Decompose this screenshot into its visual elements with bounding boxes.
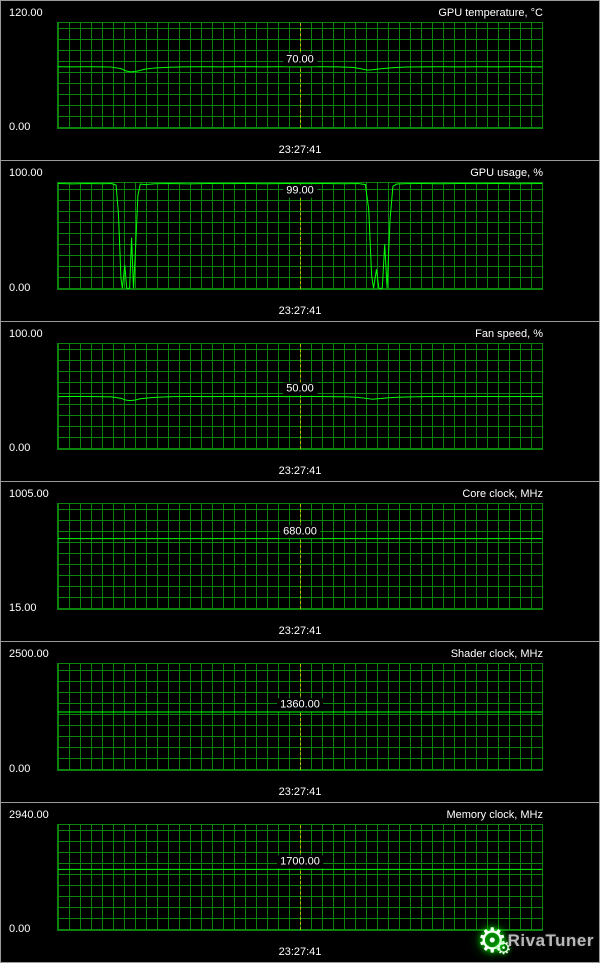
- y-max-label: 2500.00: [9, 648, 49, 661]
- panel-memory-clock: 2940.00 Memory clock, MHz 1700.00 0.00 2…: [0, 802, 600, 963]
- panel-gpu-usage: 100.00 GPU usage, % 99.00 0.00 23:27:41: [0, 161, 600, 322]
- chart-title: GPU temperature, °C: [438, 7, 543, 19]
- rivatuner-logo-text: RivaTuner: [507, 930, 594, 950]
- timestamp-label: 23:27:41: [278, 304, 322, 317]
- panel-fan-speed: 100.00 Fan speed, % 50.00 0.00 23:27:41: [0, 321, 600, 482]
- current-value-label: 50.00: [283, 382, 317, 396]
- rivatuner-logo: ⚙ ⚙ RivaTuner: [477, 924, 594, 958]
- chart-title: GPU usage, %: [470, 167, 543, 180]
- panel-core-clock: 1005.00 Core clock, MHz 680.00 15.00 23:…: [0, 481, 600, 643]
- time-cursor-line: [300, 183, 301, 289]
- panel-gpu-temperature: 120.00 GPU temperature, °C 70.00 0.00 23…: [0, 0, 600, 162]
- current-value-label: 70.00: [283, 53, 317, 67]
- plot-area: 1360.00: [57, 663, 543, 771]
- time-cursor-line: [300, 23, 301, 129]
- y-min-label: 0.00: [9, 762, 31, 775]
- plot-canvas: [58, 344, 542, 449]
- current-value-label: 99.00: [283, 185, 317, 199]
- gear-icon: ⚙: [477, 921, 508, 960]
- current-value-label: 680.00: [280, 524, 320, 538]
- timestamp-label: 23:27:41: [278, 945, 322, 958]
- plot-area: 680.00: [57, 502, 543, 611]
- y-max-label: 2940.00: [9, 808, 49, 821]
- y-min-label: 0.00: [9, 922, 31, 935]
- chart-title: Shader clock, MHz: [450, 648, 543, 661]
- time-cursor-line: [300, 664, 301, 770]
- plot-canvas: [58, 183, 542, 288]
- plot-area: 1700.00: [57, 823, 543, 931]
- y-min-label: 0.00: [9, 441, 31, 454]
- y-max-label: 120.00: [9, 7, 43, 19]
- timestamp-label: 23:27:41: [278, 625, 322, 638]
- y-min-label: 15.00: [9, 602, 37, 615]
- y-min-label: 0.00: [9, 281, 31, 294]
- time-cursor-line: [300, 503, 301, 610]
- chart-title: Core clock, MHz: [462, 487, 543, 500]
- current-value-label: 1700.00: [277, 855, 323, 869]
- time-cursor-line: [300, 824, 301, 930]
- plot-canvas: [58, 23, 542, 128]
- y-max-label: 1005.00: [9, 487, 49, 500]
- timestamp-label: 23:27:41: [278, 464, 322, 477]
- plot-area: 70.00: [57, 22, 543, 130]
- current-value-label: 1360.00: [277, 698, 323, 712]
- timestamp-label: 23:27:41: [278, 144, 322, 157]
- panel-shader-clock: 2500.00 Shader clock, MHz 1360.00 0.00 2…: [0, 642, 600, 803]
- plot-canvas: [58, 504, 542, 609]
- y-min-label: 0.00: [9, 121, 31, 134]
- plot-canvas: [58, 664, 542, 769]
- plot-area: 50.00: [57, 342, 543, 450]
- chart-title: Fan speed, %: [475, 327, 543, 340]
- gear-icon-small: ⚙: [495, 937, 512, 958]
- y-max-label: 100.00: [9, 327, 43, 340]
- plot-area: 99.00: [57, 182, 543, 290]
- chart-title: Memory clock, MHz: [446, 808, 543, 821]
- timestamp-label: 23:27:41: [278, 785, 322, 798]
- y-max-label: 100.00: [9, 167, 43, 180]
- plot-canvas: [58, 825, 542, 930]
